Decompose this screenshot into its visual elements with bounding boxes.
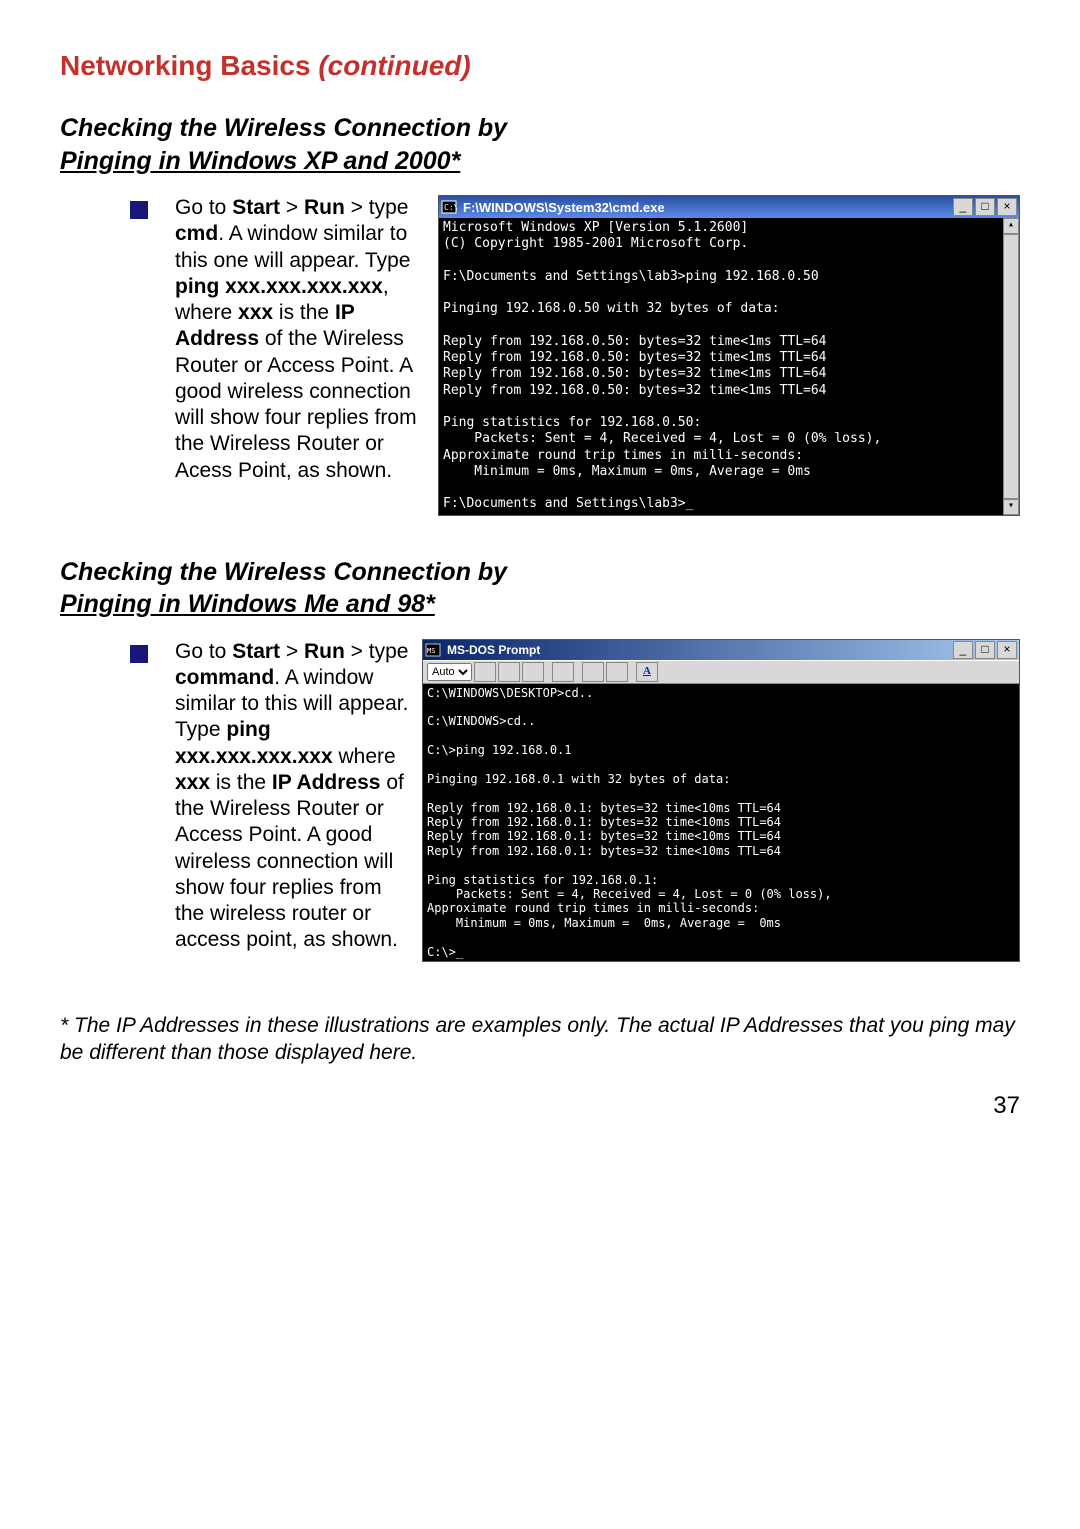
square-bullet-icon [130,201,148,219]
scroll-down-icon[interactable]: ▾ [1003,499,1019,515]
bold-ip: IP Address [272,771,381,794]
maximize-button[interactable]: □ [975,641,995,659]
dos-titlebar[interactable]: MS MS-DOS Prompt _ □ × [423,640,1019,660]
section1-line1: Checking the Wireless Connection by [60,112,1020,145]
page-title-plain: Networking Basics [60,50,318,81]
bullet-col [60,639,175,669]
bold-command: command [175,666,274,689]
page-number: 37 [60,1092,1020,1120]
text: of the Wireless Router or Access Point. … [175,771,404,952]
cmd-window: C:\ F:\WINDOWS\System32\cmd.exe _ □ × Mi… [438,195,1020,516]
bold-ping: ping xxx.xxx.xxx.xxx [175,275,383,298]
toolbar-button[interactable] [552,662,574,682]
bold-run: Run [304,640,345,663]
bold-run: Run [304,196,345,219]
screenshot-me98: MS MS-DOS Prompt _ □ × Auto [422,639,1020,962]
minimize-button[interactable]: _ [953,198,973,216]
text: > [280,196,304,219]
font-size-select[interactable]: Auto [427,663,472,681]
bold-xxx: xxx [175,771,210,794]
page-title: Networking Basics (continued) [60,50,1020,82]
dos-toolbar: Auto A [423,660,1019,684]
bold-start: Start [232,640,280,663]
maximize-button[interactable]: □ [975,198,995,216]
toolbar-button[interactable] [498,662,520,682]
bold-xxx: xxx [238,301,273,324]
minimize-button[interactable]: _ [953,641,973,659]
text: is the [273,301,335,324]
msdos-icon: MS [425,643,441,657]
text: Go to [175,640,232,663]
text: > [280,640,304,663]
toolbar-button[interactable] [522,662,544,682]
text: > [345,196,369,219]
cmd-titlebar[interactable]: C:\ F:\WINDOWS\System32\cmd.exe _ □ × [439,196,1019,218]
cmd-icon: C:\ [441,200,457,214]
cmd-title-text: F:\WINDOWS\System32\cmd.exe [463,200,951,215]
text: is the [210,771,272,794]
square-bullet-icon [130,645,148,663]
scroll-up-icon[interactable]: ▴ [1003,218,1019,234]
footnote: * The IP Addresses in these illustration… [60,1012,1020,1067]
section2-line2: Pinging in Windows Me and 98* [60,588,1020,621]
bullet-col [60,195,175,225]
section-heading-me98: Checking the Wireless Connection by Ping… [60,556,1020,621]
dos-output: C:\WINDOWS\DESKTOP>cd.. C:\WINDOWS>cd.. … [423,684,1019,961]
text: of the Wireless Router or Access Point. … [175,327,417,481]
bold-start: Start [232,196,280,219]
font-button[interactable]: A [636,662,658,682]
instructions-me98: Go to Start > Run > type command. A wind… [175,639,422,954]
svg-text:C:\: C:\ [444,203,457,212]
cmd-output: Microsoft Windows XP [Version 5.1.2600] … [439,218,1003,515]
section2-line1: Checking the Wireless Connection by [60,556,1020,589]
close-button[interactable]: × [997,198,1017,216]
instructions-xp: Go to Start > Run > type cmd. A window s… [175,195,438,484]
close-button[interactable]: × [997,641,1017,659]
section1-line2: Pinging in Windows XP and 2000* [60,145,1020,178]
text: > type [345,640,409,663]
dos-window: MS MS-DOS Prompt _ □ × Auto [422,639,1020,962]
cmd-body: Microsoft Windows XP [Version 5.1.2600] … [439,218,1019,515]
block-me98: Go to Start > Run > type command. A wind… [60,639,1020,962]
text: where [333,745,396,768]
toolbar-button[interactable] [474,662,496,682]
scroll-track[interactable] [1003,234,1019,499]
toolbar-button[interactable] [582,662,604,682]
text: Go to [175,196,232,219]
dos-title-text: MS-DOS Prompt [447,643,951,657]
page-title-ital: (continued) [318,50,470,81]
svg-text:MS: MS [427,647,435,655]
scrollbar[interactable]: ▴ ▾ [1003,218,1019,515]
block-xp: Go to Start > Run > type cmd. A window s… [60,195,1020,516]
toolbar-button[interactable] [606,662,628,682]
screenshot-xp: C:\ F:\WINDOWS\System32\cmd.exe _ □ × Mi… [438,195,1020,516]
text: type [369,196,409,219]
section-heading-xp: Checking the Wireless Connection by Ping… [60,112,1020,177]
bold-cmd: cmd [175,222,218,245]
